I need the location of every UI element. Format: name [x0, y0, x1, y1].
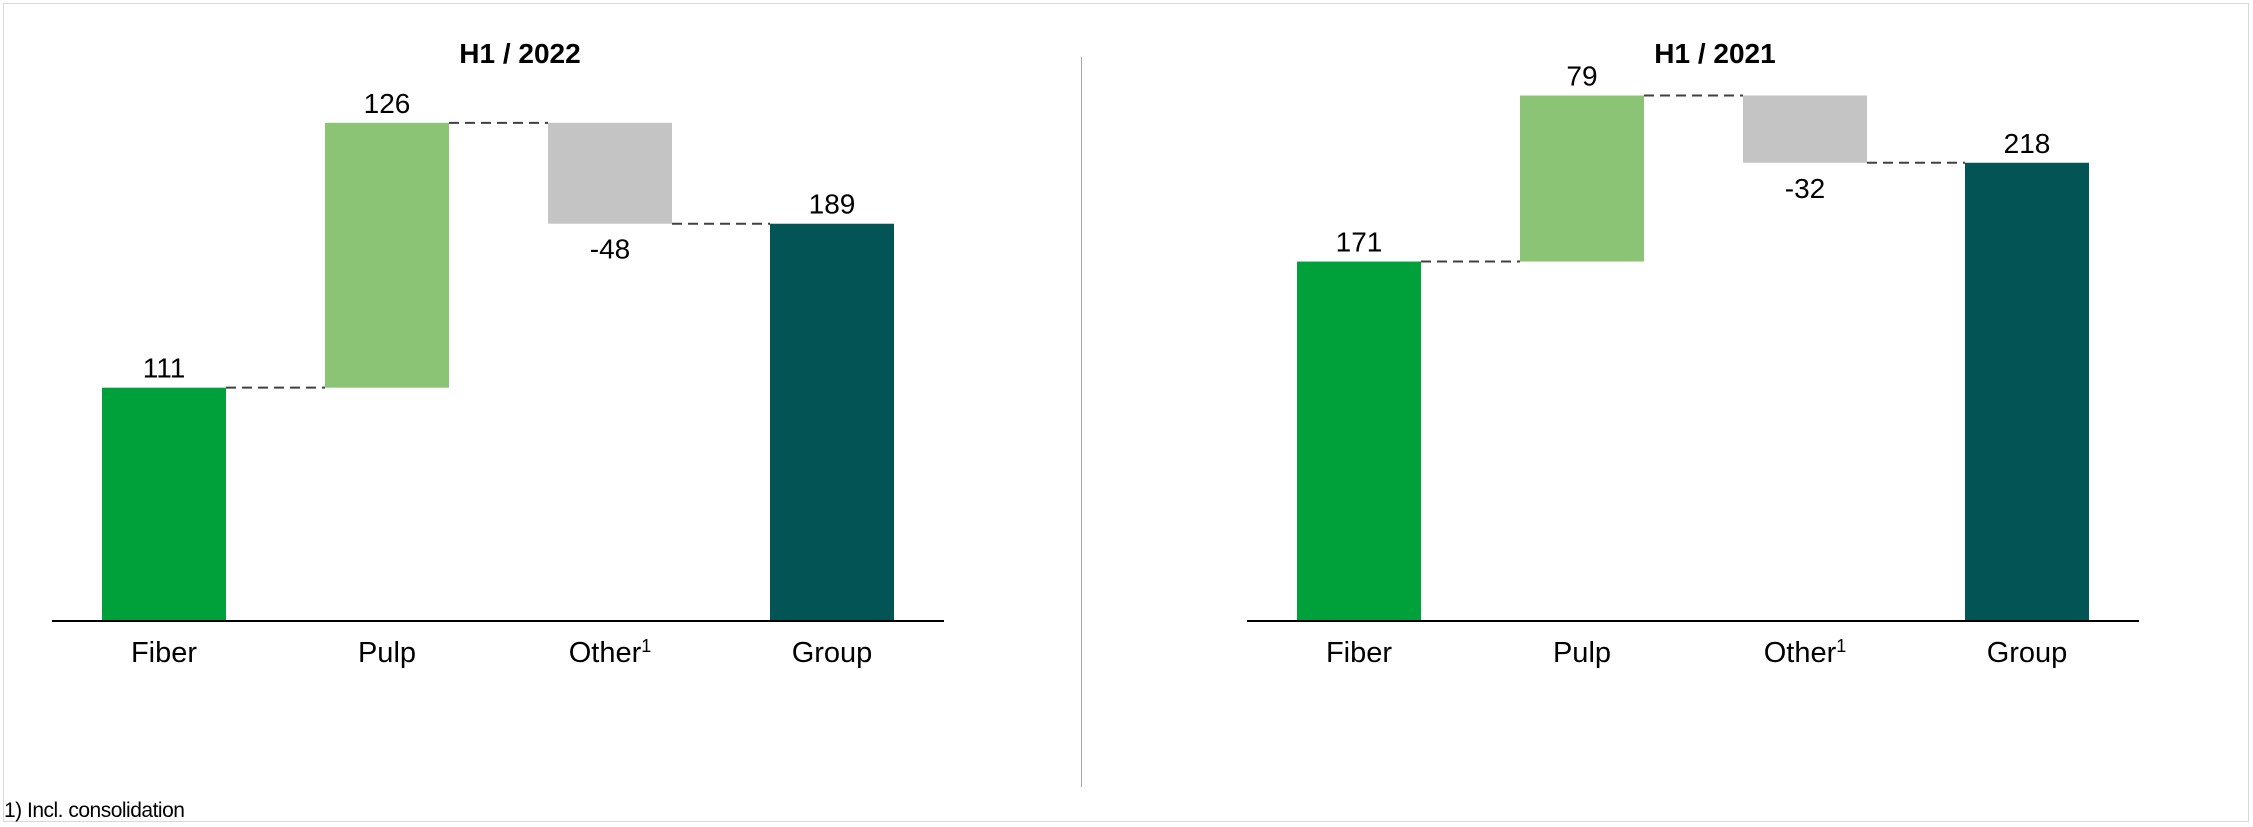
bar-group — [1965, 162, 2089, 621]
footnote: 1) Incl. consolidation — [4, 799, 185, 822]
category-label-text: Fiber — [131, 637, 197, 669]
category-label: Pulp — [1553, 637, 1611, 669]
category-label: Other1 — [1764, 636, 1847, 669]
footnote-marker: 1 — [641, 636, 651, 656]
bar-fiber — [102, 387, 226, 621]
footnote-marker: 1 — [1836, 636, 1846, 656]
panel-divider — [1081, 57, 1082, 787]
data-label: 79 — [1566, 61, 1597, 92]
bar-fiber — [1297, 261, 1421, 621]
bar-pulp — [1520, 95, 1644, 262]
category-label: Pulp — [358, 637, 416, 669]
data-label: -48 — [590, 234, 630, 265]
bar-other — [1743, 95, 1867, 163]
chart-title: H1 / 2021 — [1654, 38, 1775, 69]
data-label: 171 — [1336, 227, 1383, 258]
category-label-text: Group — [792, 637, 873, 669]
data-label: 126 — [364, 88, 411, 119]
category-label-text: Other — [569, 637, 642, 669]
data-label: 189 — [809, 189, 856, 220]
category-label: Fiber — [1326, 637, 1392, 669]
waterfall-chart-h1-2022: H1 / 2022 111 126 -48 189 Fiber Pulp Other1 Grou… — [52, 38, 944, 669]
chart-frame — [3, 3, 2249, 822]
data-label: 218 — [2004, 128, 2051, 159]
category-label-text: Pulp — [1553, 637, 1611, 669]
category-label: Fiber — [131, 637, 197, 669]
category-label: Group — [792, 637, 873, 669]
waterfall-chart-h1-2021: H1 / 2021 171 79 -32 218 Fiber Pulp Other1 Group — [1247, 38, 2139, 669]
category-label-text: Other — [1764, 637, 1837, 669]
category-label-text: Group — [1987, 637, 2068, 669]
chart-title: H1 / 2022 — [459, 38, 580, 69]
bar-group — [770, 223, 894, 622]
category-label-text: Pulp — [358, 637, 416, 669]
data-label: 111 — [143, 353, 186, 384]
data-label: -32 — [1785, 173, 1825, 204]
bar-pulp — [325, 122, 449, 388]
category-label: Group — [1987, 637, 2068, 669]
category-label: Other1 — [569, 636, 652, 669]
category-label-text: Fiber — [1326, 637, 1392, 669]
bar-other — [548, 122, 672, 224]
